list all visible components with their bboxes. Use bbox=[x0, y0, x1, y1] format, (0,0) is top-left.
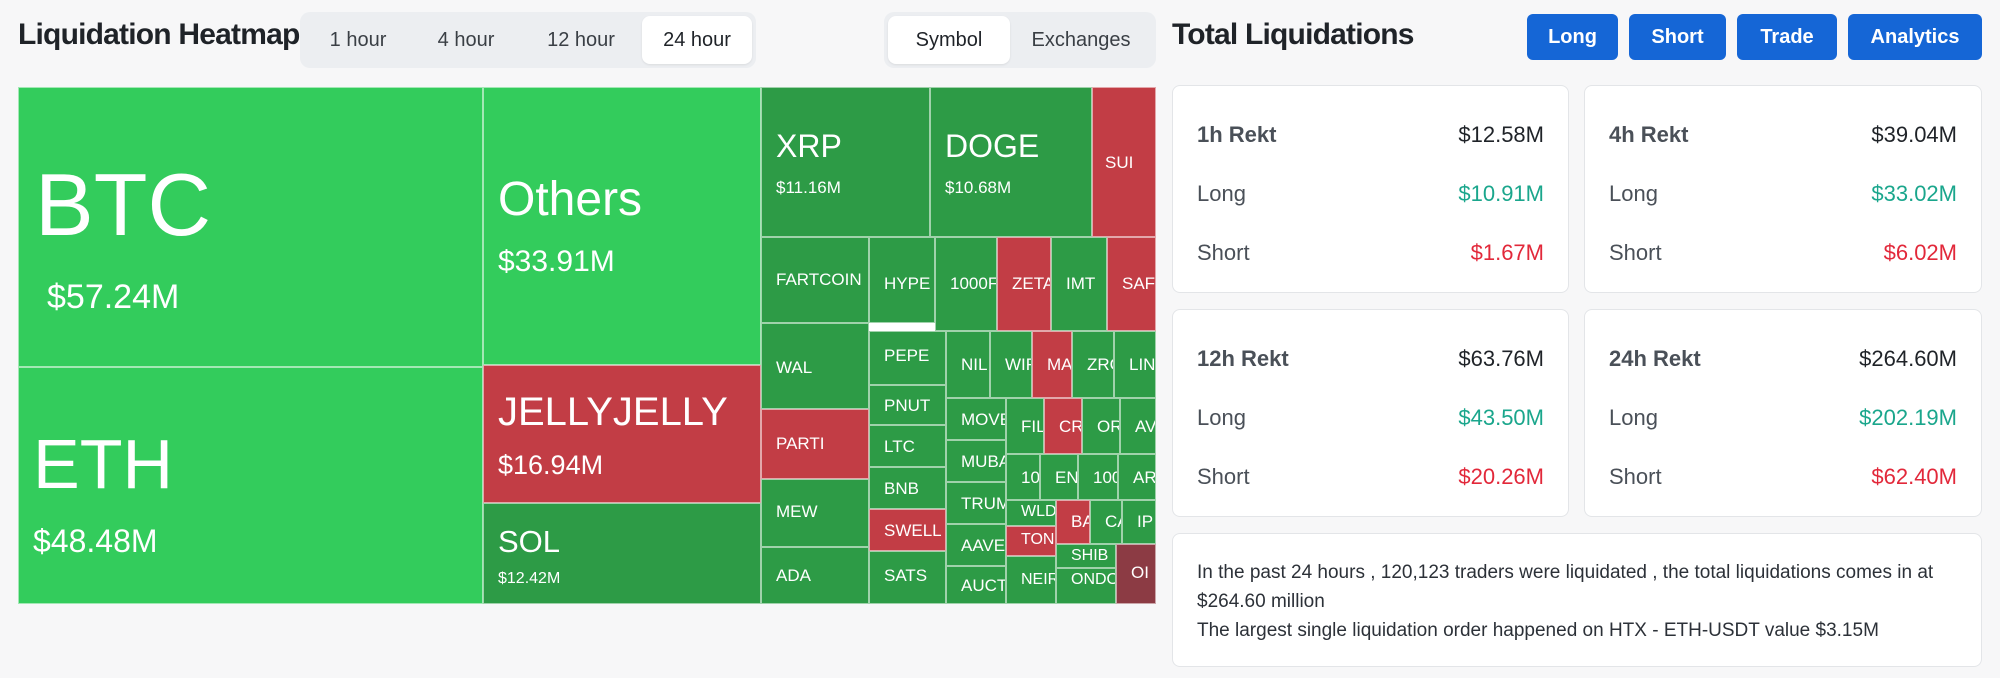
tile-ltc[interactable]: LTC bbox=[869, 425, 946, 467]
long-value: $43.50M bbox=[1458, 405, 1544, 430]
stat-card-1h: 1h Rekt $12.58M Long $10.91M Short $1.67M bbox=[1172, 85, 1569, 293]
tile-ada[interactable]: ADA bbox=[761, 547, 869, 604]
stat-title: 4h Rekt bbox=[1609, 122, 1689, 147]
tile-en[interactable]: EN bbox=[1040, 454, 1078, 500]
tile-jellyjelly[interactable]: JELLYJELLY $16.94M bbox=[483, 365, 761, 503]
stat-title: 12h Rekt bbox=[1197, 346, 1289, 371]
tab-1-hour[interactable]: 1 hour bbox=[329, 28, 387, 51]
long-value: $202.19M bbox=[1859, 405, 1957, 430]
trade-button[interactable]: Trade bbox=[1737, 14, 1837, 60]
short-label: Short bbox=[1197, 464, 1250, 489]
tile-bnb[interactable]: BNB bbox=[869, 467, 946, 509]
stat-total: $12.58M bbox=[1458, 122, 1544, 147]
tab-24-hour[interactable]: 24 hour bbox=[642, 16, 752, 64]
tile-pepe[interactable]: PEPE bbox=[869, 331, 946, 385]
stat-card-24h: 24h Rekt $264.60M Long $202.19M Short $62.4… bbox=[1584, 309, 1982, 517]
tile-or[interactable]: OR bbox=[1082, 398, 1120, 454]
long-label: Long bbox=[1197, 181, 1246, 206]
tile-ondo[interactable]: ONDO bbox=[1056, 568, 1116, 604]
tab-symbol[interactable]: Symbol bbox=[888, 16, 1010, 64]
long-button[interactable]: Long bbox=[1527, 14, 1618, 60]
tile-100-a[interactable]: 100 bbox=[1006, 454, 1040, 500]
tile-sol[interactable]: SOL $12.42M bbox=[483, 503, 761, 604]
tile-btc[interactable]: BTC $57.24M bbox=[18, 87, 483, 367]
stat-card-4h: 4h Rekt $39.04M Long $33.02M Short $6.02M bbox=[1584, 85, 1982, 293]
tile-saf[interactable]: SAF bbox=[1107, 237, 1156, 331]
stat-total: $63.76M bbox=[1458, 346, 1544, 371]
tile-ca[interactable]: CA bbox=[1090, 500, 1122, 544]
short-value: $1.67M bbox=[1470, 240, 1544, 265]
long-label: Long bbox=[1609, 405, 1658, 430]
short-value: $20.26M bbox=[1458, 464, 1544, 489]
tile-shib[interactable]: SHIB bbox=[1056, 544, 1116, 568]
tile-wal[interactable]: WAL bbox=[761, 323, 869, 409]
stat-card-12h: 12h Rekt $63.76M Long $43.50M Short $20.26M bbox=[1172, 309, 1569, 517]
tile-eth[interactable]: ETH $48.48M bbox=[18, 367, 483, 604]
short-value: $6.02M bbox=[1883, 240, 1957, 265]
tile-lin[interactable]: LIN bbox=[1114, 331, 1156, 398]
stat-title: 24h Rekt bbox=[1609, 346, 1701, 371]
tile-imt[interactable]: IMT bbox=[1051, 237, 1107, 331]
summary-line-2: The largest single liquidation order hap… bbox=[1197, 620, 1879, 641]
tile-zro[interactable]: ZRO bbox=[1072, 331, 1114, 398]
tile-others[interactable]: Others $33.91M bbox=[483, 87, 761, 365]
tile-mew[interactable]: MEW bbox=[761, 479, 869, 547]
analytics-button[interactable]: Analytics bbox=[1848, 14, 1982, 60]
time-range-tabs: 1 hour 4 hour 12 hour 24 hour bbox=[300, 12, 756, 68]
view-tabs: Symbol Exchanges bbox=[884, 12, 1156, 68]
tile-ma[interactable]: MA bbox=[1032, 331, 1072, 398]
stat-total: $264.60M bbox=[1859, 346, 1957, 371]
tile-parti[interactable]: PARTI bbox=[761, 409, 869, 479]
tile-trum[interactable]: TRUM bbox=[946, 482, 1006, 524]
tile-pnut[interactable]: PNUT bbox=[869, 385, 946, 425]
tile-move[interactable]: MOVE bbox=[946, 398, 1006, 440]
long-value: $10.91M bbox=[1458, 181, 1544, 206]
liquidation-summary: In the past 24 hours , 120,123 traders w… bbox=[1172, 533, 1982, 667]
tile-ar[interactable]: AR bbox=[1118, 454, 1156, 500]
short-value: $62.40M bbox=[1871, 464, 1957, 489]
total-liquidations-title: Total Liquidations bbox=[1172, 18, 1414, 51]
heatmap-title: Liquidation Heatmap bbox=[18, 18, 300, 51]
long-label: Long bbox=[1197, 405, 1246, 430]
tile-muba[interactable]: MUBA bbox=[946, 440, 1006, 482]
tile-1000f[interactable]: 1000F bbox=[935, 237, 997, 331]
tile-cr[interactable]: CR bbox=[1044, 398, 1082, 454]
tile-100-b[interactable]: 100 bbox=[1078, 454, 1118, 500]
tile-aave[interactable]: AAVE bbox=[946, 524, 1006, 566]
tab-exchanges[interactable]: Exchanges bbox=[1031, 28, 1131, 51]
tile-sui[interactable]: SUI bbox=[1092, 87, 1156, 237]
liquidation-treemap: BTC $57.24M Others $33.91M XRP $11.16M D… bbox=[18, 87, 1156, 604]
short-button[interactable]: Short bbox=[1629, 14, 1726, 60]
tile-av[interactable]: AV bbox=[1120, 398, 1156, 454]
tile-wif[interactable]: WIF bbox=[990, 331, 1032, 398]
tile-wld[interactable]: WLD bbox=[1006, 500, 1056, 526]
tile-sats[interactable]: SATS bbox=[869, 551, 946, 604]
long-value: $33.02M bbox=[1871, 181, 1957, 206]
short-label: Short bbox=[1609, 464, 1662, 489]
stat-title: 1h Rekt bbox=[1197, 122, 1277, 147]
tab-12-hour[interactable]: 12 hour bbox=[547, 28, 615, 51]
tile-ba[interactable]: BA bbox=[1056, 500, 1090, 544]
tile-neir[interactable]: NEIR bbox=[1006, 556, 1056, 604]
stat-total: $39.04M bbox=[1871, 122, 1957, 147]
tile-oi[interactable]: OI bbox=[1116, 544, 1156, 604]
tile-ton[interactable]: TON bbox=[1006, 526, 1056, 556]
tile-fil[interactable]: FIL bbox=[1006, 398, 1044, 454]
tile-hype[interactable]: HYPE bbox=[869, 237, 935, 323]
summary-line-1: In the past 24 hours , 120,123 traders w… bbox=[1197, 562, 1934, 612]
tile-xrp[interactable]: XRP $11.16M bbox=[761, 87, 930, 237]
long-label: Long bbox=[1609, 181, 1658, 206]
tile-ip[interactable]: IP bbox=[1122, 500, 1156, 544]
tile-fartcoin[interactable]: FARTCOIN bbox=[761, 237, 869, 323]
tile-auct[interactable]: AUCT bbox=[946, 566, 1006, 604]
tile-zeta[interactable]: ZETA bbox=[997, 237, 1051, 331]
short-label: Short bbox=[1197, 240, 1250, 265]
tile-doge[interactable]: DOGE $10.68M bbox=[930, 87, 1092, 237]
tile-swell[interactable]: SWELL bbox=[869, 509, 946, 551]
tab-4-hour[interactable]: 4 hour bbox=[437, 28, 495, 51]
tile-nil[interactable]: NIL bbox=[946, 331, 990, 398]
short-label: Short bbox=[1609, 240, 1662, 265]
